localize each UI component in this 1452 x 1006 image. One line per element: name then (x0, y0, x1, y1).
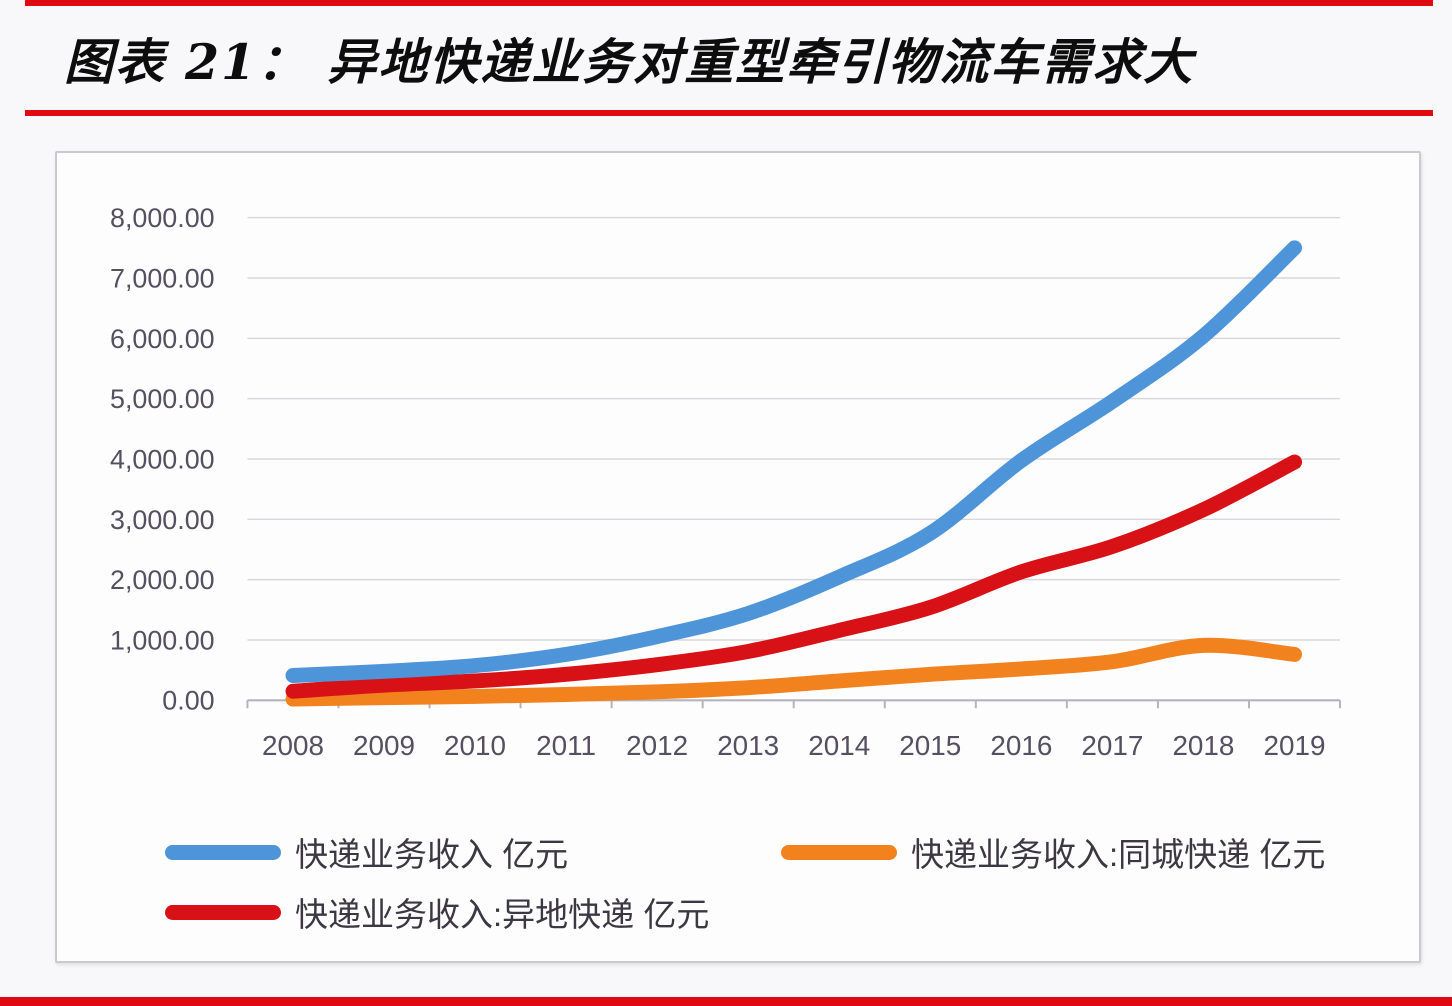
x-tick-label: 2012 (626, 730, 688, 761)
y-tick-label: 3,000.00 (110, 505, 215, 535)
title-underline-rule (25, 110, 1433, 116)
x-tick-label: 2011 (536, 730, 596, 761)
x-tick-label: 2008 (262, 730, 324, 761)
y-tick-label: 4,000.00 (110, 444, 215, 474)
legend-label-longdistance-revenue: 快递业务收入:异地快递 亿元 (295, 896, 710, 933)
x-tick-label: 2017 (1081, 730, 1143, 761)
x-tick-label: 2013 (717, 730, 779, 761)
chart-canvas: 0.00 1,000.00 2,000.00 3,000.00 4,000.00 5,00… (110, 203, 1342, 761)
x-tick-label: 2010 (444, 730, 506, 761)
legend-swatch-orange (781, 844, 897, 860)
bottom-red-bar (0, 997, 1452, 1006)
y-tick-label: 6,000.00 (110, 324, 215, 354)
x-tick-label: 2015 (899, 730, 961, 761)
legend-label-total-revenue: 快递业务收入 亿元 (295, 836, 569, 873)
series-line-1 (285, 637, 1303, 707)
legend-swatch-red (165, 904, 281, 920)
x-tick-label: 2014 (808, 730, 870, 761)
x-tick-label: 2016 (990, 730, 1052, 761)
legend-swatch-blue (165, 844, 281, 860)
y-tick-label: 7,000.00 (110, 263, 215, 293)
x-tick-label: 2009 (353, 730, 415, 761)
y-tick-label: 1,000.00 (110, 625, 215, 655)
legend-item-total-revenue: 快递业务收入 亿元 (165, 833, 568, 873)
legend-label-samecity-revenue: 快递业务收入:同城快递 亿元 (911, 836, 1326, 873)
x-tick-label: 2019 (1264, 730, 1326, 761)
page-title: 图表 21： 异地快递业务对重型牵引物流车需求大 (64, 32, 1195, 91)
chart-panel: 0.00 1,000.00 2,000.00 3,000.00 4,000.00 5,00… (55, 151, 1421, 963)
x-tick-label: 2018 (1172, 730, 1234, 761)
y-tick-label: 8,000.00 (110, 203, 215, 233)
y-tick-label: 2,000.00 (110, 565, 215, 595)
series-line-2 (285, 454, 1303, 699)
top-red-rule (25, 0, 1433, 6)
legend-item-longdistance-revenue: 快递业务收入:异地快递 亿元 (165, 893, 709, 933)
series-line-0 (285, 240, 1303, 683)
y-tick-label: 0.00 (162, 686, 214, 716)
y-tick-label: 5,000.00 (110, 384, 215, 414)
legend-item-samecity-revenue: 快递业务收入:同城快递 亿元 (781, 833, 1325, 873)
